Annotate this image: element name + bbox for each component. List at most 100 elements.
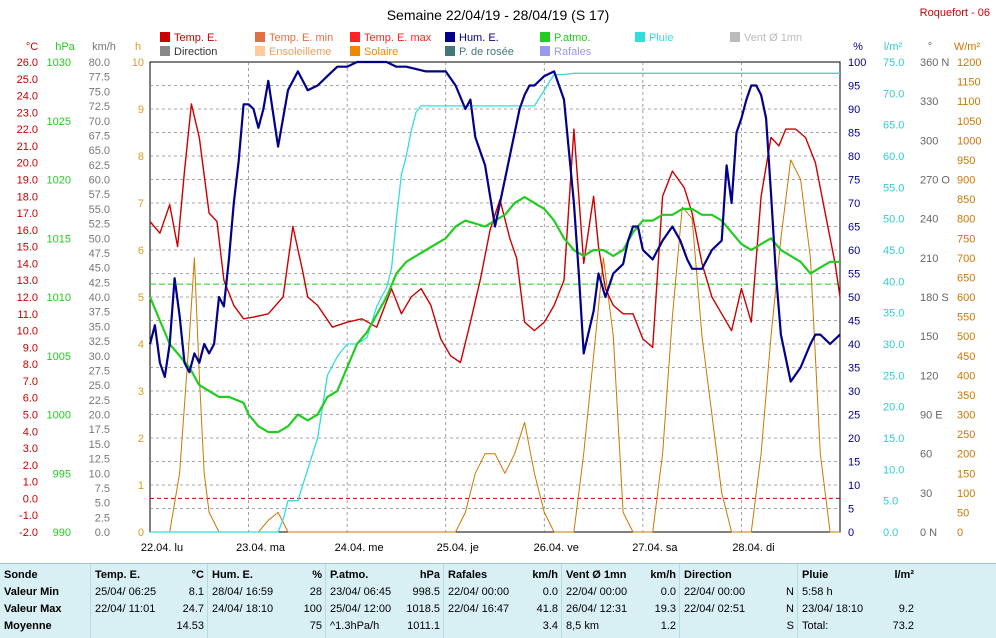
stats-value-row: 22/04/ 00:00 0.0 <box>566 586 676 603</box>
stats-value-row: 22/04/ 00:00 0.0 <box>448 586 558 603</box>
axis-tick-wind: 62.5 <box>89 160 110 172</box>
axis-tick-rain: 5.0 <box>883 496 898 508</box>
axis-tick-temp: 0.0 <box>23 493 38 505</box>
stats-value: 41.8 <box>536 603 558 615</box>
stats-block: Vent Ø 1mn km/h 22/04/ 00:00 0.0 26/04/ 12:3… <box>561 564 680 638</box>
axis-tick-temp: 18.0 <box>17 191 38 203</box>
axis-tick-rain: 0.0 <box>883 527 898 539</box>
axis-tick-hum: 55 <box>848 269 860 281</box>
axis-tick-temp: 23.0 <box>17 107 38 119</box>
stats-value: % <box>312 569 322 581</box>
stats-value: °C <box>191 569 204 581</box>
axis-tick-temp: 10.0 <box>17 326 38 338</box>
axis-tick-solar: 350 <box>957 390 975 402</box>
axis-tick-patm: 1005 <box>47 351 71 363</box>
stats-value: l/m² <box>894 569 914 581</box>
stats-row-label: Sonde <box>4 569 38 581</box>
axis-tick-hum: 10 <box>848 480 860 492</box>
axis-unit-wind: km/h <box>92 41 116 53</box>
axis-tick-rain: 70.0 <box>883 88 904 100</box>
axis-tick-dir: 240 <box>920 214 938 226</box>
legend-label: Temp. E. <box>174 32 217 44</box>
stats-label: 8,5 km <box>566 620 600 632</box>
stats-block: Pluie l/m² 5:58 h 23/04/ 18:10 9.2 Total: 73.2 <box>797 564 918 638</box>
stats-value-row: 22/04/ 02:51 N <box>684 603 794 620</box>
axis-tick-patm: 990 <box>53 527 71 539</box>
axis-tick-rain: 60.0 <box>883 151 904 163</box>
stats-value: 75 <box>309 620 322 632</box>
axis-tick-solar: 1050 <box>957 116 981 128</box>
series-line-hum-e- <box>148 60 841 383</box>
axis-tick-hum: 20 <box>848 433 860 445</box>
stats-label: 24/04/ 18:10 <box>212 603 274 615</box>
axis-tick-temp: 17.0 <box>17 208 38 220</box>
legend-label: P. de rosée <box>459 46 514 58</box>
stats-label: 22/04/ 00:00 <box>566 586 628 598</box>
axis-tick-temp: 14.0 <box>17 258 38 270</box>
axis-tick-solar: 450 <box>957 351 975 363</box>
axis-tick-sun: 1 <box>138 480 144 492</box>
axis-tick-wind: 17.5 <box>89 424 110 436</box>
axis-tick-dir: 150 <box>920 331 938 343</box>
axis-tick-rain: 40.0 <box>883 276 904 288</box>
stats-header: Direction <box>684 569 794 586</box>
axis-tick-sun: 7 <box>138 198 144 210</box>
axis-tick-hum: 25 <box>848 410 860 422</box>
axis-tick-temp: 15.0 <box>17 242 38 254</box>
axis-tick-hum: 90 <box>848 104 860 116</box>
axis-tick-rain: 50.0 <box>883 214 904 226</box>
axis-tick-solar: 750 <box>957 233 975 245</box>
axis-tick-wind: 75.0 <box>89 86 110 98</box>
axis-tick-patm: 1000 <box>47 410 71 422</box>
axis-tick-wind: 80.0 <box>89 57 110 69</box>
legend-label: Ensoleilleme <box>269 46 331 58</box>
axis-tick-temp: 22.0 <box>17 124 38 136</box>
stats-value-row: 28/04/ 16:59 28 <box>212 586 322 603</box>
stats-value-row: 25/04/ 12:00 1018.5 <box>330 603 440 620</box>
axis-tick-hum: 60 <box>848 245 860 257</box>
axis-tick-dir: 120 <box>920 370 938 382</box>
stats-block: P.atmo. hPa 23/04/ 06:45 998.5 25/04/ 12:00 1… <box>325 564 444 638</box>
axis-tick-wind: 37.5 <box>89 307 110 319</box>
axis-tick-temp: 3.0 <box>23 443 38 455</box>
axis-tick-solar: 850 <box>957 194 975 206</box>
axis-tick-solar: 0 <box>957 527 963 539</box>
axis-tick-wind: 40.0 <box>89 292 110 304</box>
legend-swatch <box>255 32 265 42</box>
stats-label: 25/04/ 06:25 <box>95 586 157 598</box>
axis-tick-sun: 5 <box>138 292 144 304</box>
axis-tick-solar: 650 <box>957 272 975 284</box>
legend-swatch <box>540 32 550 42</box>
axis-tick-solar: 700 <box>957 253 975 265</box>
axis-tick-wind: 15.0 <box>89 439 110 451</box>
axis-tick-hum: 15 <box>848 457 860 469</box>
stats-value: S <box>786 620 794 632</box>
axis-tick-dir: 330 <box>920 96 938 108</box>
station-name: Roquefort - 06 <box>920 7 990 19</box>
axis-tick-solar: 600 <box>957 292 975 304</box>
stats-label: 22/04/ 00:00 <box>684 586 746 598</box>
axis-tick-temp: 16.0 <box>17 225 38 237</box>
axis-tick-temp: 21.0 <box>17 141 38 153</box>
stats-value: 0.0 <box>660 586 676 598</box>
axis-tick-dir: 0 N <box>920 527 937 539</box>
axis-tick-solar: 1200 <box>957 57 981 69</box>
stats-value: km/h <box>532 569 558 581</box>
stats-value: 1018.5 <box>406 603 440 615</box>
axis-tick-solar: 500 <box>957 331 975 343</box>
series-line-p-atmo- <box>148 196 840 434</box>
axis-tick-hum: 75 <box>848 175 860 187</box>
axis-tick-temp: 8.0 <box>23 359 38 371</box>
stats-value-row: 22/04/ 16:47 41.8 <box>448 603 558 620</box>
chart-title: Semaine 22/04/19 - 28/04/19 (S 17) <box>387 7 610 23</box>
stats-label: ^1.3hPa/h <box>330 620 380 632</box>
stats-label: Vent Ø 1mn <box>566 569 627 581</box>
axis-tick-wind: 77.5 <box>89 72 110 84</box>
stats-label: Hum. E. <box>212 569 253 581</box>
stats-row-labels: Sonde Valeur Min Valeur Max Moyenne <box>0 564 90 638</box>
stats-label: 22/04/ 11:01 <box>95 603 156 615</box>
axis-tick-hum: 70 <box>848 198 860 210</box>
axis-tick-temp: -2.0 <box>19 527 38 539</box>
legend-label: Temp. E. max <box>364 32 432 44</box>
stats-value-row: 23/04/ 18:10 9.2 <box>802 603 914 620</box>
